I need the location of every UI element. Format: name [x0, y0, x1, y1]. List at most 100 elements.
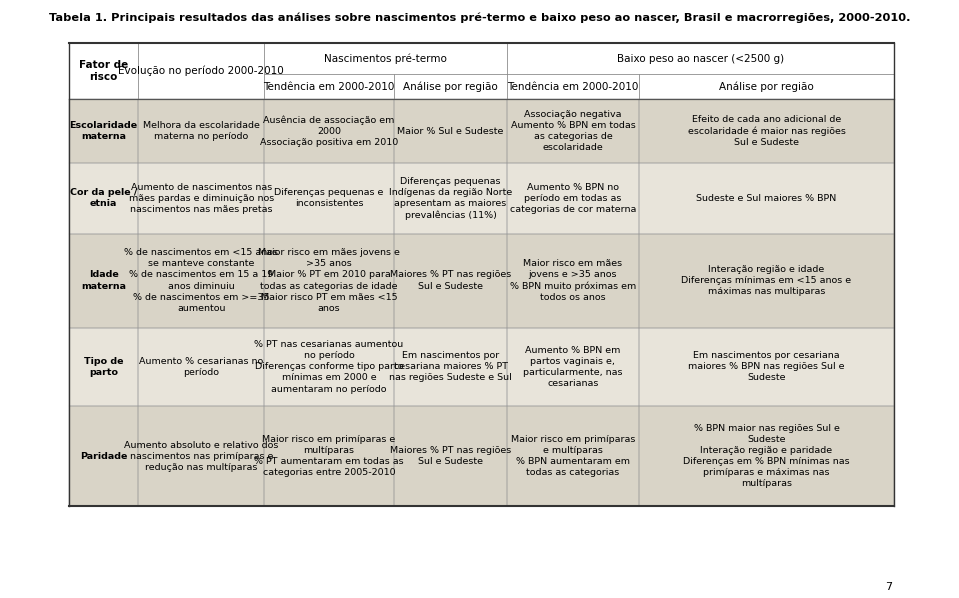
Text: Maior risco em primíparas
e multíparas
% BPN aumentaram em
todas as categorias: Maior risco em primíparas e multíparas %… — [511, 435, 635, 477]
Bar — [639, 328, 895, 406]
Bar — [69, 406, 138, 506]
Bar — [507, 406, 639, 506]
Bar — [264, 43, 507, 74]
Text: Maiores % PT nas regiões
Sul e Sudeste: Maiores % PT nas regiões Sul e Sudeste — [390, 446, 511, 466]
Bar — [639, 406, 895, 506]
Bar — [264, 99, 394, 163]
Text: Diferenças pequenas
Indígenas da região Norte
apresentam as maiores
prevalências: Diferenças pequenas Indígenas da região … — [389, 177, 512, 220]
Bar — [69, 328, 138, 406]
Bar — [69, 99, 138, 163]
Bar — [138, 163, 264, 234]
Text: Ausência de associação em
2000
Associação positiva em 2010: Ausência de associação em 2000 Associaçã… — [260, 115, 398, 147]
Bar — [69, 43, 138, 99]
Bar — [507, 43, 895, 74]
Text: Idade
materna: Idade materna — [82, 270, 127, 291]
Bar — [138, 99, 264, 163]
Bar — [507, 99, 639, 163]
Bar — [138, 163, 264, 234]
Bar — [394, 406, 507, 506]
Text: Diferenças pequenas e
inconsistentes: Diferenças pequenas e inconsistentes — [274, 188, 384, 209]
Bar — [639, 234, 895, 328]
Bar — [394, 163, 507, 234]
Text: Paridade: Paridade — [80, 451, 128, 460]
Text: Análise por região: Análise por região — [719, 81, 814, 91]
Bar — [507, 163, 639, 234]
Bar — [639, 328, 895, 406]
Bar — [394, 406, 507, 506]
Bar — [69, 234, 138, 328]
Bar — [394, 328, 507, 406]
Bar — [507, 99, 639, 163]
Bar — [264, 234, 394, 328]
Text: Interação região e idade
Diferenças mínimas em <15 anos e
máximas nas multiparas: Interação região e idade Diferenças míni… — [682, 265, 852, 296]
Text: Tendência em 2000-2010: Tendência em 2000-2010 — [507, 81, 639, 91]
Bar — [264, 328, 394, 406]
Bar — [507, 74, 639, 99]
Bar — [138, 328, 264, 406]
Text: % PT nas cesarianas aumentou
no período
Diferenças conforme tipo parto
mínimas e: % PT nas cesarianas aumentou no período … — [254, 340, 404, 393]
Bar — [138, 43, 264, 99]
Bar — [69, 163, 138, 234]
Bar — [507, 328, 639, 406]
Bar — [394, 74, 507, 99]
Text: Maiores % PT nas regiões
Sul e Sudeste: Maiores % PT nas regiões Sul e Sudeste — [390, 270, 511, 291]
Text: Baixo peso ao nascer (<2500 g): Baixo peso ao nascer (<2500 g) — [618, 54, 784, 63]
Text: Fator de
risco: Fator de risco — [79, 60, 129, 83]
Bar — [639, 163, 895, 234]
Bar — [507, 43, 895, 74]
Bar — [264, 406, 394, 506]
Text: Em nascimentos por cesariana
maiores % BPN nas regiões Sul e
Sudeste: Em nascimentos por cesariana maiores % B… — [689, 351, 845, 383]
Bar — [507, 234, 639, 328]
Text: Aumento % BPN no
período em todas as
categorias de cor materna: Aumento % BPN no período em todas as cat… — [510, 183, 636, 214]
Bar — [69, 163, 138, 234]
Text: Cor da pele /
etnia: Cor da pele / etnia — [70, 188, 137, 209]
Text: Maior % Sul e Sudeste: Maior % Sul e Sudeste — [397, 127, 503, 136]
Bar — [394, 328, 507, 406]
Text: Nascimentos pré-termo: Nascimentos pré-termo — [324, 53, 447, 64]
Bar — [138, 234, 264, 328]
Bar — [264, 163, 394, 234]
Bar — [394, 163, 507, 234]
Bar — [138, 328, 264, 406]
Bar — [394, 99, 507, 163]
Bar — [264, 328, 394, 406]
Bar — [394, 234, 507, 328]
Bar — [507, 163, 639, 234]
Text: 7: 7 — [884, 582, 892, 592]
Text: Análise por região: Análise por região — [403, 81, 498, 91]
Bar — [639, 74, 895, 99]
Bar — [138, 99, 264, 163]
Bar — [138, 234, 264, 328]
Bar — [138, 406, 264, 506]
Bar — [507, 406, 639, 506]
Bar — [639, 406, 895, 506]
Bar — [639, 74, 895, 99]
Bar — [69, 234, 138, 328]
Text: Evolução no período 2000-2010: Evolução no período 2000-2010 — [118, 66, 284, 77]
Bar — [639, 234, 895, 328]
Bar — [264, 234, 394, 328]
Text: Maior risco em mães
jovens e >35 anos
% BPN muito próximas em
todos os anos: Maior risco em mães jovens e >35 anos % … — [510, 259, 636, 302]
Bar — [264, 406, 394, 506]
Text: % BPN maior nas regiões Sul e
Sudeste
Interação região e paridade
Diferenças em : % BPN maior nas regiões Sul e Sudeste In… — [683, 424, 850, 489]
Bar — [264, 163, 394, 234]
Bar — [264, 74, 394, 99]
Text: Aumento % BPN em
partos vaginais e,
particularmente, nas
cesarianas: Aumento % BPN em partos vaginais e, part… — [524, 346, 622, 388]
Text: Sudeste e Sul maiores % BPN: Sudeste e Sul maiores % BPN — [696, 194, 836, 203]
Bar — [69, 406, 138, 506]
Bar — [138, 43, 264, 99]
Text: Tipo de
parto: Tipo de parto — [84, 357, 124, 377]
Text: Em nascimentos por
cesariana maiores % PT
nas regiões Sudeste e Sul: Em nascimentos por cesariana maiores % P… — [389, 351, 512, 383]
Text: Tendência em 2000-2010: Tendência em 2000-2010 — [264, 81, 395, 91]
Text: Efeito de cada ano adicional de
escolaridade é maior nas regiões
Sul e Sudeste: Efeito de cada ano adicional de escolari… — [688, 115, 846, 147]
Bar — [507, 234, 639, 328]
Text: Aumento de nascimentos nas
mães pardas e diminuição nos
nascimentos nas mães pre: Aumento de nascimentos nas mães pardas e… — [129, 183, 274, 214]
Text: Aumento % cesarianas no
período: Aumento % cesarianas no período — [139, 357, 264, 377]
Text: Tabela 1. Principais resultados das análises sobre nascimentos pré-termo e baixo: Tabela 1. Principais resultados das anál… — [49, 12, 910, 23]
Bar — [264, 74, 394, 99]
Text: % de nascimentos em <15 anos
se manteve constante
% de nascimentos em 15 a 19
an: % de nascimentos em <15 anos se manteve … — [125, 248, 278, 313]
Bar — [264, 43, 507, 74]
Text: Associação negativa
Aumento % BPN em todas
as categorias de
escolaridade: Associação negativa Aumento % BPN em tod… — [510, 110, 635, 152]
Bar — [69, 328, 138, 406]
Text: Maior risco em mães jovens e
>35 anos
Maior % PT em 2010 para
todas as categoria: Maior risco em mães jovens e >35 anos Ma… — [258, 248, 400, 313]
